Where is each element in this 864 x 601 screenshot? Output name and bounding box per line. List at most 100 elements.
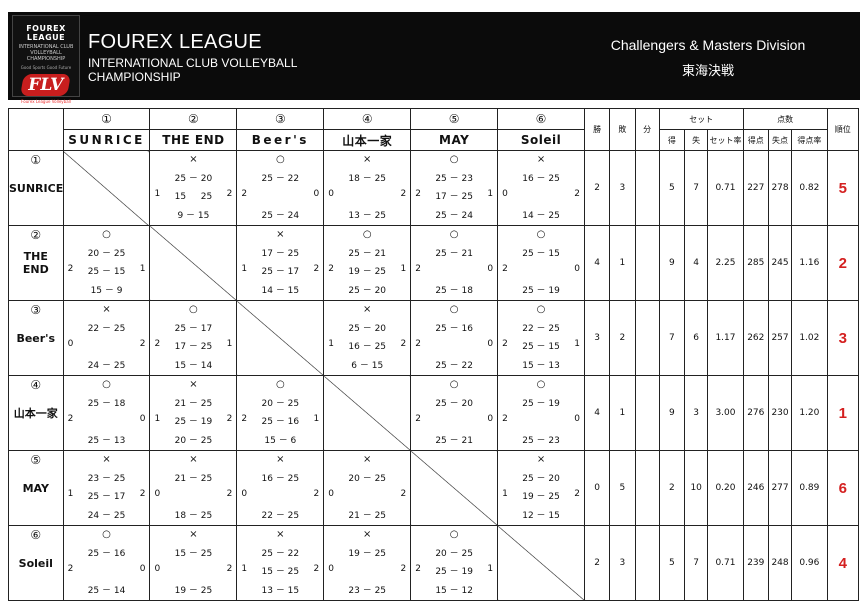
col-point-rate: 得点率: [791, 129, 828, 151]
col-point-group: 点数: [742, 108, 828, 130]
point-rate: 1.02: [791, 300, 828, 376]
point-loss: 277: [767, 450, 793, 526]
sets-lost: 1: [487, 564, 494, 574]
sets-lost: 2: [313, 489, 320, 499]
page-title: FOUREX LEAGUE: [88, 31, 262, 53]
sets-lost: 2: [400, 564, 407, 574]
draws: [634, 300, 660, 376]
col-team-num: ③: [236, 108, 325, 130]
match-cell: × 16 － 25 22 － 25 0 2: [236, 450, 325, 526]
set-score-3: 25 － 24: [261, 211, 300, 221]
result-symbol: ○: [449, 229, 459, 240]
point-gain: 262: [742, 300, 769, 376]
sets-won: 2: [502, 339, 508, 349]
set-score-3: 15 － 12: [435, 586, 473, 596]
row-team-header: ② THE END: [8, 225, 64, 301]
result-symbol: ×: [276, 229, 285, 240]
sets-won: 1: [154, 414, 161, 424]
set-score-3: 15 － 13: [522, 361, 560, 371]
point-loss: 230: [767, 375, 793, 451]
set-score-2: 25 － 16: [261, 417, 300, 427]
point-loss: 278: [767, 150, 793, 226]
set-score-2: [237, 489, 323, 501]
set-score-3: 15 － 14: [174, 361, 213, 371]
match-cell: ○ 25 － 21 25 － 18 2 0: [410, 225, 499, 301]
col-team-num: ⑥: [497, 108, 585, 130]
set-score-3: 15 － 9: [90, 286, 123, 296]
header-banner: FOUREX LEAGUE INTERNATIONAL CLUB VOLLEYB…: [8, 12, 860, 104]
row-team-num: ②: [30, 228, 42, 242]
logo-mark: FLV: [20, 74, 72, 96]
set-score-3: 25 － 21: [435, 436, 473, 446]
set-gain: 5: [658, 525, 686, 601]
sets-lost: 2: [574, 489, 580, 499]
sets-won: 2: [502, 264, 508, 274]
col-team-name: Beer's: [236, 129, 325, 151]
result-symbol: ×: [536, 454, 546, 465]
set-score-3: 25 － 23: [522, 436, 560, 446]
result-symbol: ×: [363, 529, 372, 540]
wins: 2: [583, 525, 611, 601]
set-score-1: 20 － 25: [261, 399, 300, 409]
set-score-1: 22 － 25: [87, 324, 126, 334]
set-gain: 2: [658, 450, 686, 526]
sets-won: 0: [328, 564, 335, 574]
col-win: 勝: [583, 108, 611, 151]
set-score-1: 25 － 20: [174, 174, 213, 184]
result-symbol: ×: [189, 154, 198, 165]
set-score-3: 24 － 25: [87, 511, 126, 521]
set-score-2: [150, 564, 236, 576]
sets-won: 1: [502, 489, 508, 499]
set-score-3: 13 － 15: [261, 586, 300, 596]
result-symbol: ○: [536, 229, 546, 240]
set-score-3: 13 － 25: [348, 211, 387, 221]
point-rate: 0.96: [791, 525, 828, 601]
region-label: 東海決戦: [681, 64, 734, 79]
set-score-2: [324, 564, 410, 576]
set-gain: 7: [658, 300, 686, 376]
set-gain: 9: [658, 375, 686, 451]
result-symbol: ×: [189, 529, 198, 540]
set-score-1: 25 － 22: [261, 549, 300, 559]
team-row: ⑥ Soleil ○ 25 － 16 25 － 14 2 0 × 15 － 25 19 － 25 0…: [8, 525, 860, 601]
header-row-top: ① ② ③ ④ ⑤ ⑥ 勝敗分セット 点数 順位: [8, 108, 860, 151]
wins: 2: [583, 150, 611, 226]
team-row: ③ Beer's × 22 － 25 24 － 25 0 2 ○ 25 － 17 17 － 25 1…: [8, 300, 860, 376]
rank: 3: [826, 300, 860, 376]
point-gain: 285: [742, 225, 769, 301]
set-score-1: 20 － 25: [348, 474, 387, 484]
set-score-3: 14 － 15: [261, 286, 300, 296]
set-score-2: [150, 489, 236, 501]
col-team-num: ⑤: [410, 108, 499, 130]
diagonal-cell: [62, 150, 151, 226]
sets-lost: 0: [487, 339, 494, 349]
result-symbol: ○: [536, 379, 546, 390]
set-score-1: 18 － 25: [348, 174, 387, 184]
set-score-1: 25 － 16: [435, 324, 473, 334]
result-symbol: ○: [102, 229, 111, 240]
set-score-3: 25 － 22: [435, 361, 473, 371]
set-score-3: 19 － 25: [174, 586, 213, 596]
row-team-num: ⑥: [30, 528, 42, 542]
set-score-2: 19 － 25: [522, 492, 560, 502]
sets-lost: 2: [313, 564, 320, 574]
set-score-3: 21 － 25: [348, 511, 387, 521]
result-symbol: ×: [536, 154, 546, 165]
sets-won: 2: [415, 564, 421, 574]
set-score-1: 25 － 20: [348, 324, 387, 334]
set-score-1: 17 － 25: [261, 249, 300, 259]
set-score-3: 14 － 25: [522, 211, 560, 221]
set-score-2: 25 － 15: [87, 267, 126, 277]
sets-lost: 0: [139, 414, 146, 424]
set-score-2: 19 － 25: [348, 267, 387, 277]
set-score-1: 25 － 21: [435, 249, 473, 259]
result-symbol: ○: [275, 154, 285, 165]
set-score-3: 20 － 25: [174, 436, 213, 446]
match-cell: × 22 － 25 24 － 25 0 2: [62, 300, 151, 376]
sets-lost: 1: [313, 414, 320, 424]
set-score-2: 16 － 25: [348, 342, 387, 352]
match-cell: × 19 － 25 23 － 25 0 2: [323, 525, 412, 601]
col-team-num: ④: [323, 108, 412, 130]
set-rate: 2.25: [707, 225, 744, 301]
point-rate: 1.16: [791, 225, 828, 301]
